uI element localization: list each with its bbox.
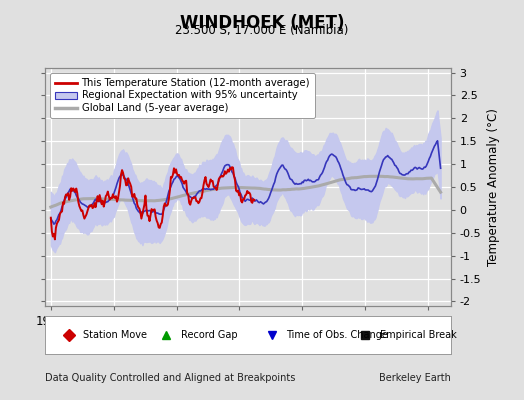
Legend: This Temperature Station (12-month average), Regional Expectation with 95% uncer: This Temperature Station (12-month avera… xyxy=(50,73,315,118)
Text: Data Quality Controlled and Aligned at Breakpoints: Data Quality Controlled and Aligned at B… xyxy=(45,373,295,383)
Text: Empirical Break: Empirical Break xyxy=(379,330,456,340)
Text: 23.500 S, 17.000 E (Namibia): 23.500 S, 17.000 E (Namibia) xyxy=(176,24,348,37)
Text: Berkeley Earth: Berkeley Earth xyxy=(379,373,451,383)
Text: Time of Obs. Change: Time of Obs. Change xyxy=(286,330,388,340)
Text: Station Move: Station Move xyxy=(83,330,147,340)
Text: WINDHOEK (MET): WINDHOEK (MET) xyxy=(180,14,344,32)
Y-axis label: Temperature Anomaly (°C): Temperature Anomaly (°C) xyxy=(487,108,500,266)
Text: Record Gap: Record Gap xyxy=(181,330,237,340)
